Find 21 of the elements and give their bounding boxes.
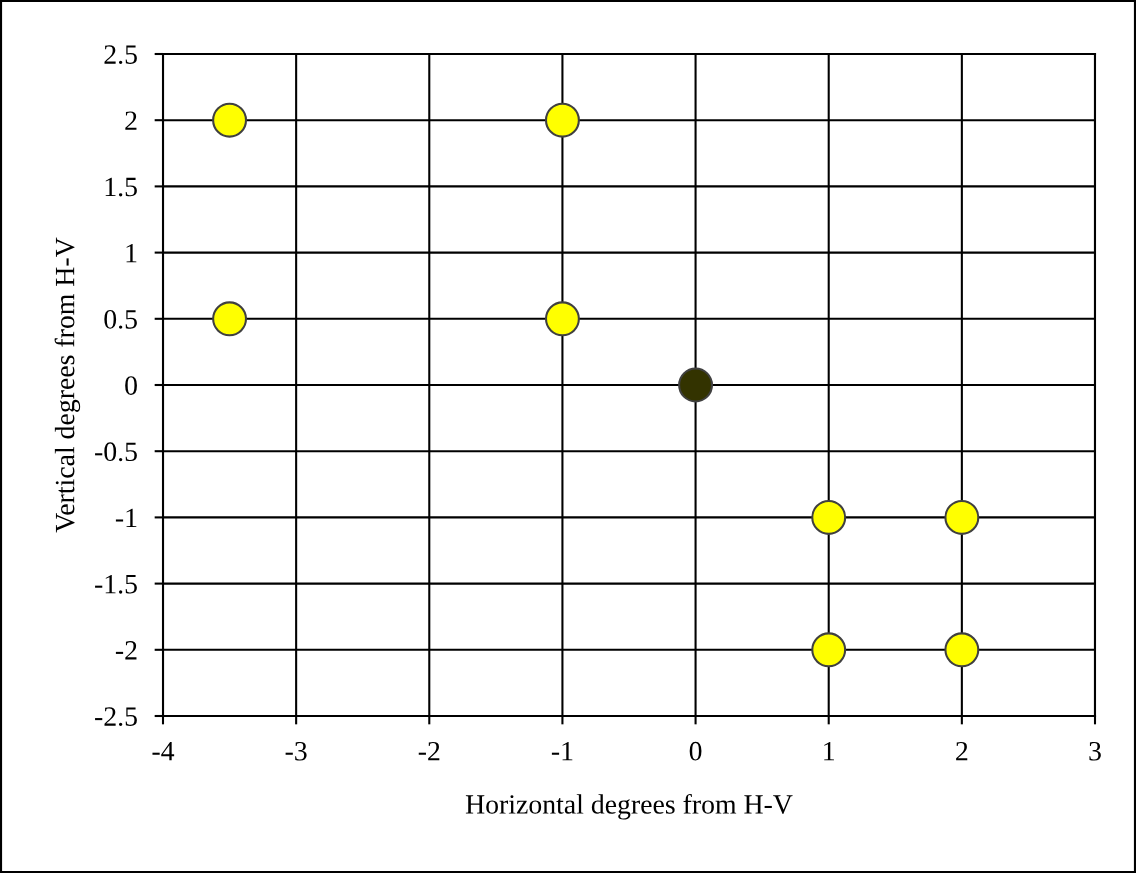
y-tick-label: -2.5 (95, 707, 137, 727)
x-tick-label: 0 (689, 741, 702, 761)
x-tick-label: -2 (418, 741, 440, 761)
x-tick-label: -4 (152, 741, 175, 761)
x-tick-label: -3 (285, 741, 307, 761)
y-tick-label: 0.5 (104, 309, 137, 329)
x-tick-label: 1 (824, 741, 834, 761)
x-tick-label: -1 (551, 741, 573, 761)
y-tick-label: -0.5 (95, 442, 137, 462)
x-tick-label: 2 (956, 741, 968, 761)
y-tick-label: 1 (126, 243, 137, 263)
y-tick-label: 2.5 (104, 45, 137, 65)
y-tick-label: 1.5 (105, 177, 137, 197)
y-axis-title: Vertical degrees from H-V (54, 237, 81, 533)
y-tick-label: 2 (125, 111, 137, 130)
x-tick-label: 3 (1089, 741, 1101, 761)
y-tick-label: -1.5 (95, 574, 137, 594)
y-tick-label: -2 (115, 641, 137, 660)
x-axis-title: Horizontal degrees from H-V (465, 793, 793, 820)
y-tick-label: 0 (125, 376, 137, 395)
y-tick-label: -1 (115, 508, 137, 528)
